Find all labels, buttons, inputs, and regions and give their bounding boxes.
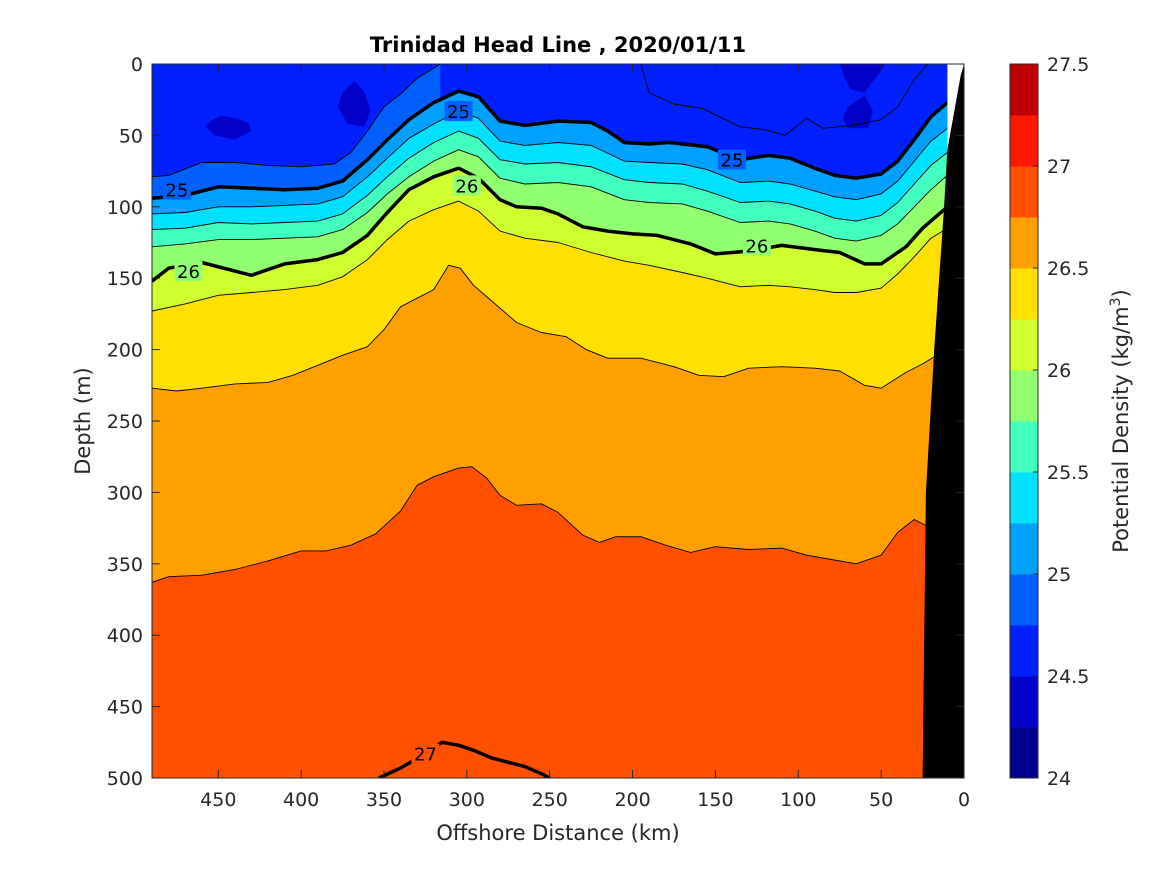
colorbar-cell <box>1010 319 1038 371</box>
contour-label-mask <box>411 743 440 764</box>
isopycnal-line-bold <box>152 166 949 283</box>
colorbar-cell <box>1010 472 1038 524</box>
colorbar-cell <box>1010 370 1038 422</box>
isopycnal-line <box>152 264 940 392</box>
colorbar-cell <box>1010 574 1038 626</box>
colorbar-tick-label: 27 <box>1047 156 1071 178</box>
density-fills <box>152 64 940 778</box>
x-tick-label: 0 <box>958 789 970 811</box>
y-tick-label: 500 <box>107 768 143 790</box>
contour-label: 25 <box>721 151 744 172</box>
contour-label-mask <box>718 149 746 170</box>
density-fill-region <box>152 265 940 583</box>
colorbar-cells <box>1010 64 1038 779</box>
x-tick-label: 250 <box>532 789 568 811</box>
density-fill-region <box>839 64 885 93</box>
density-fill-region <box>337 81 371 127</box>
contour-label-mask <box>174 261 203 282</box>
contour-label: 26 <box>177 262 200 283</box>
isopycnal-line-bold <box>152 89 949 200</box>
density-fill-region <box>152 64 441 177</box>
colorbar-cell <box>1010 421 1038 473</box>
contour-label-mask <box>162 179 191 200</box>
contour-label: 26 <box>455 176 478 197</box>
x-tick-label: 350 <box>366 789 402 811</box>
x-tick-label: 400 <box>283 789 319 811</box>
colorbar-cell <box>1010 217 1038 269</box>
colorbar-cell <box>1010 115 1038 167</box>
isopycnal-line <box>152 64 441 178</box>
y-tick-label: 350 <box>107 554 143 576</box>
colorbar-cell <box>1010 676 1038 728</box>
colorbar-cell <box>1010 64 1038 116</box>
colorbar-label-main: Potential Density (kg/m <box>1109 306 1133 552</box>
x-axis-label: Offshore Distance (km) <box>436 821 679 845</box>
isopycnal-line <box>152 149 948 248</box>
contour-label-mask <box>742 235 771 256</box>
isopycnal-line <box>152 466 940 583</box>
y-tick-label: 100 <box>107 197 143 219</box>
colorbar: 24 24.5 25 25.5 26 26.5 27 27.5 Potential Densi… <box>1009 54 1133 790</box>
colorbar-tick-label: 24.5 <box>1047 666 1089 688</box>
contour-labels: 25 25 25 26 26 26 27 <box>162 101 771 766</box>
density-fill-region <box>843 95 873 129</box>
contour-label-mask <box>452 175 481 196</box>
colorbar-tick-label: 27.5 <box>1047 54 1089 76</box>
colorbar-ticks: 24 24.5 25 25.5 26 26.5 27 27.5 <box>1033 54 1089 790</box>
x-tick-label: 50 <box>869 789 893 811</box>
sea-floor <box>922 64 964 778</box>
colorbar-cell <box>1010 727 1038 779</box>
colorbar-cell <box>1010 166 1038 218</box>
y-tick-label: 400 <box>107 625 143 647</box>
plot-area: 25 25 25 26 26 26 27 450 400 350 300 250 200 150 100 5… <box>107 54 970 811</box>
x-tick-label: 200 <box>614 789 650 811</box>
density-fill-region <box>205 115 252 140</box>
colorbar-frame <box>1009 63 1039 779</box>
density-fill-region <box>152 466 940 778</box>
y-tick-label: 0 <box>131 54 143 76</box>
contour-label-mask <box>444 101 473 122</box>
contour-label: 25 <box>447 102 470 123</box>
contour-label: 26 <box>745 236 768 257</box>
isopycnal-line <box>152 130 948 231</box>
y-tick-label: 150 <box>107 268 143 290</box>
isopycnal-line <box>152 110 948 215</box>
y-axis-ticks: 0 50 100 150 200 250 300 350 400 450 500 <box>107 54 964 790</box>
colorbar-tick-label: 24 <box>1047 768 1071 790</box>
colorbar-cell <box>1010 625 1038 677</box>
colorbar-label: Potential Density (kg/m3) <box>1108 289 1133 553</box>
colorbar-tick-label: 25.5 <box>1047 462 1089 484</box>
isopycnal-line <box>152 200 948 312</box>
y-tick-label: 250 <box>107 411 143 433</box>
colorbar-tick-label: 26.5 <box>1047 258 1089 280</box>
contour-label: 27 <box>414 745 437 766</box>
x-axis-ticks: 450 400 350 300 250 200 150 100 50 0 <box>200 64 970 811</box>
colorbar-tick-label: 25 <box>1047 564 1071 586</box>
x-tick-label: 300 <box>449 789 485 811</box>
colorbar-label-superscript: 3 <box>1108 297 1124 306</box>
no-data-region <box>947 64 964 150</box>
x-tick-label: 450 <box>200 789 236 811</box>
x-tick-label: 100 <box>780 789 816 811</box>
contour-label: 25 <box>165 181 188 202</box>
y-tick-label: 50 <box>119 125 143 147</box>
colorbar-cell <box>1010 523 1038 575</box>
colorbar-tick-label: 26 <box>1047 360 1071 382</box>
colorbar-label-close: ) <box>1109 289 1133 297</box>
y-tick-label: 300 <box>107 482 143 504</box>
y-axis-label: Depth (m) <box>71 367 95 474</box>
x-tick-label: 150 <box>697 789 733 811</box>
isopycnal-line <box>640 64 928 136</box>
y-tick-label: 450 <box>107 697 143 719</box>
chart-title: Trinidad Head Line , 2020/01/11 <box>370 33 746 57</box>
colorbar-cell <box>1010 268 1038 320</box>
bathymetry <box>922 64 964 778</box>
y-tick-label: 200 <box>107 340 143 362</box>
isopycnal-lines <box>152 64 949 778</box>
